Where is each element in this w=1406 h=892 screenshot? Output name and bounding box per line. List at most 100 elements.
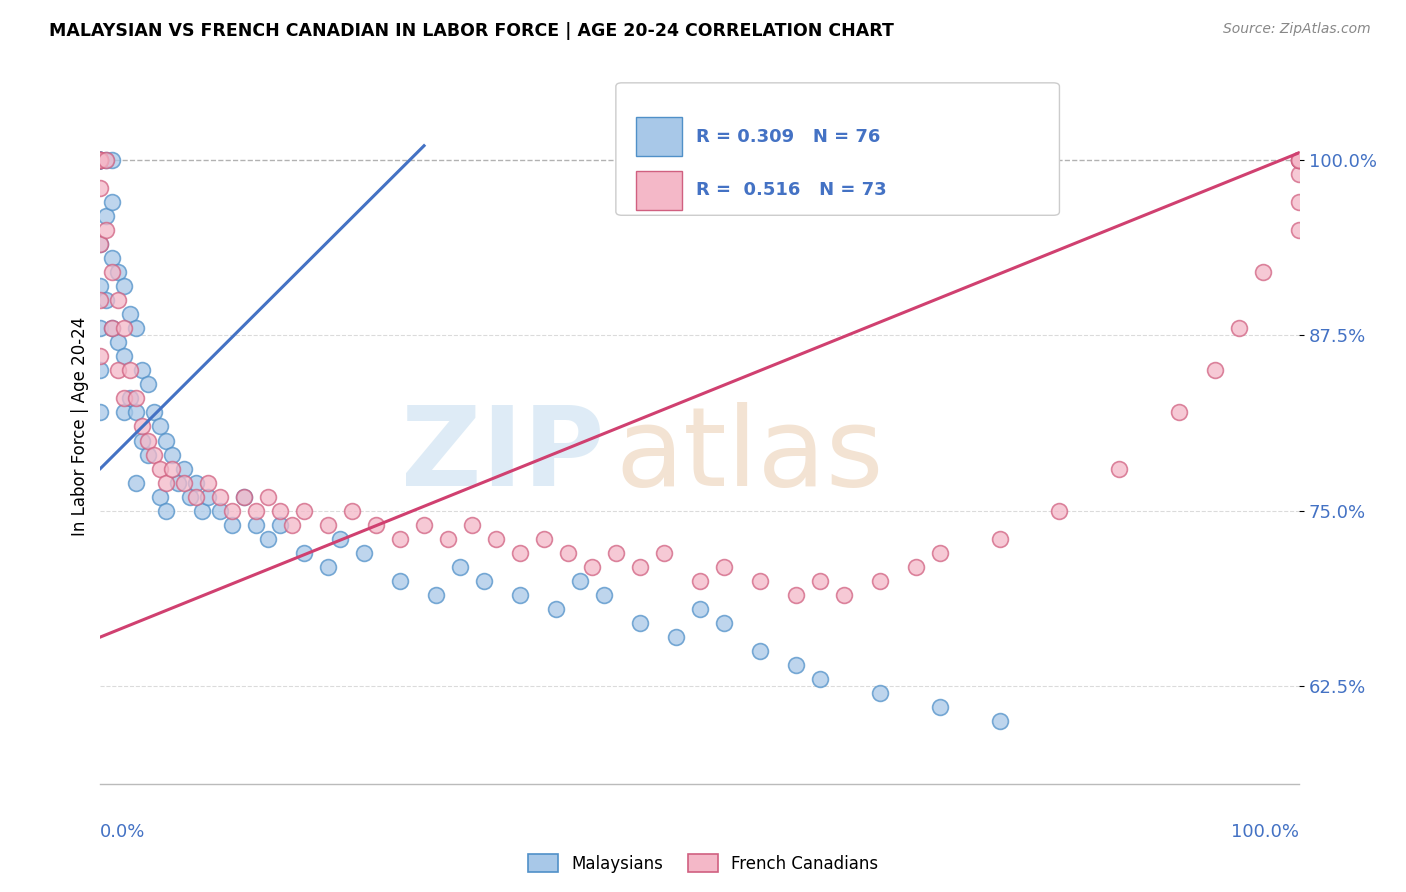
Point [689, 602, 711, 616]
Point [89, 363, 111, 377]
Point [197, 475, 219, 490]
Point [197, 490, 219, 504]
Point [136, 377, 159, 392]
Point [652, 546, 675, 560]
Point [316, 559, 339, 574]
Point [292, 546, 315, 560]
Text: R = 0.309   N = 76: R = 0.309 N = 76 [696, 128, 880, 145]
Point [233, 490, 256, 504]
Point [340, 504, 363, 518]
Point [101, 265, 124, 279]
Point [689, 574, 711, 588]
Point [89, 181, 111, 195]
Point [1288, 153, 1310, 167]
Point [245, 504, 267, 518]
Point [1288, 153, 1310, 167]
Point [89, 153, 111, 167]
Point [89, 153, 111, 167]
Point [628, 615, 651, 630]
Point [191, 504, 214, 518]
Point [329, 532, 352, 546]
Point [136, 448, 159, 462]
Point [544, 602, 567, 616]
Point [89, 153, 111, 167]
Point [120, 392, 142, 406]
Point [101, 251, 124, 265]
Text: 0.0%: 0.0% [100, 823, 146, 841]
Point [96, 153, 118, 167]
Legend: Malaysians, French Canadians: Malaysians, French Canadians [522, 847, 884, 880]
Point [162, 448, 184, 462]
Point [1288, 153, 1310, 167]
Point [1251, 265, 1274, 279]
Point [748, 574, 770, 588]
Point [89, 153, 111, 167]
Point [89, 405, 111, 419]
Point [832, 588, 855, 602]
Point [89, 153, 111, 167]
Point [155, 475, 177, 490]
FancyBboxPatch shape [637, 117, 682, 156]
Point [125, 392, 148, 406]
Point [89, 153, 111, 167]
Point [1168, 405, 1191, 419]
Point [89, 153, 111, 167]
Point [1288, 223, 1310, 237]
Point [869, 686, 891, 700]
Point [96, 153, 118, 167]
Point [89, 153, 111, 167]
Text: R =  0.516   N = 73: R = 0.516 N = 73 [696, 181, 887, 199]
Point [89, 321, 111, 335]
Point [89, 349, 111, 363]
Point [89, 237, 111, 252]
Point [281, 517, 304, 532]
Point [96, 223, 118, 237]
Text: atlas: atlas [616, 401, 884, 508]
Point [89, 153, 111, 167]
Point [209, 490, 232, 504]
Point [89, 237, 111, 252]
Point [209, 504, 232, 518]
Point [568, 574, 591, 588]
Point [107, 293, 129, 307]
Point [89, 153, 111, 167]
Point [628, 559, 651, 574]
Point [101, 321, 124, 335]
Point [808, 672, 831, 686]
Point [221, 517, 243, 532]
Point [449, 559, 471, 574]
Point [748, 644, 770, 658]
Point [89, 153, 111, 167]
Point [101, 153, 124, 167]
Point [112, 392, 135, 406]
Point [125, 475, 148, 490]
Point [533, 532, 555, 546]
Point [173, 461, 195, 475]
Point [221, 504, 243, 518]
Point [89, 153, 111, 167]
Point [1204, 363, 1226, 377]
Point [413, 517, 436, 532]
Text: Source: ZipAtlas.com: Source: ZipAtlas.com [1223, 22, 1371, 37]
Point [509, 588, 531, 602]
Text: ZIP: ZIP [401, 401, 603, 508]
Point [785, 658, 807, 673]
Point [112, 321, 135, 335]
Point [155, 434, 177, 448]
Text: 100.0%: 100.0% [1232, 823, 1299, 841]
Point [389, 574, 412, 588]
Point [149, 461, 172, 475]
Point [353, 546, 375, 560]
Point [665, 630, 688, 644]
FancyBboxPatch shape [637, 170, 682, 210]
Point [364, 517, 387, 532]
Point [437, 532, 460, 546]
Point [988, 714, 1011, 729]
Point [785, 588, 807, 602]
Point [713, 615, 735, 630]
Point [162, 461, 184, 475]
Point [96, 293, 118, 307]
Point [179, 490, 201, 504]
Point [120, 363, 142, 377]
Point [131, 434, 153, 448]
